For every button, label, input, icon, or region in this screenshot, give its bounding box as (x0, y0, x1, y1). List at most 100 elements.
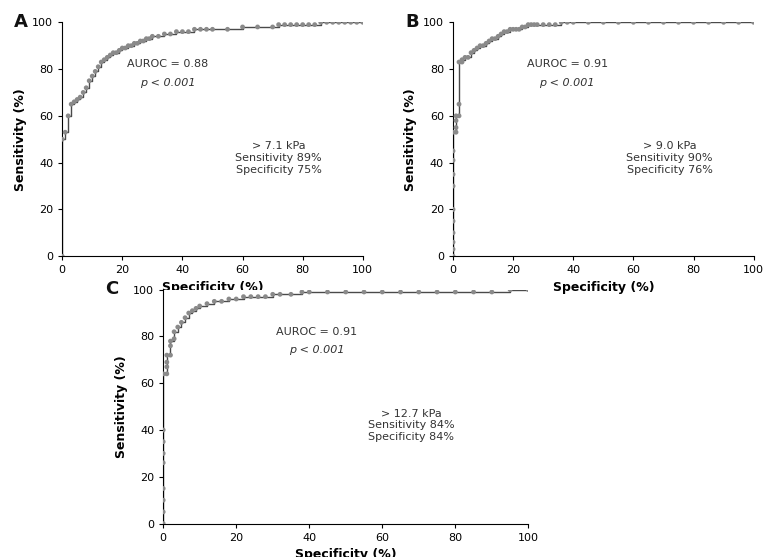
Point (274, 290, 286, 299)
Point (56, 252, 68, 261)
Point (267, 22, 279, 31)
Text: AUROC = 0.91: AUROC = 0.91 (527, 60, 608, 70)
Point (74, 92, 86, 101)
Point (503, 285, 516, 294)
Point (447, 228, 459, 237)
Point (68, 97, 80, 106)
Point (172, 323, 184, 331)
Point (110, 48, 123, 57)
Point (157, 369, 169, 378)
Point (333, 18, 345, 27)
Point (164, 351, 176, 360)
Point (504, 25, 517, 34)
Point (186, 306, 199, 315)
Point (134, 37, 147, 46)
Point (119, 43, 131, 52)
Point (157, 496, 169, 505)
Point (627, 18, 639, 27)
Point (522, 285, 535, 294)
Point (450, 128, 462, 136)
Point (513, 25, 525, 34)
Point (278, 20, 291, 29)
Point (194, 25, 207, 34)
Point (561, 18, 573, 27)
Point (672, 18, 685, 27)
Point (702, 18, 715, 27)
Point (528, 20, 541, 29)
Point (296, 287, 308, 296)
Point (215, 297, 228, 306)
Point (315, 18, 327, 27)
Point (170, 27, 183, 36)
Point (456, 55, 469, 64)
Point (190, 304, 202, 313)
Point (175, 318, 188, 327)
Point (137, 37, 149, 46)
Point (101, 53, 113, 62)
Point (302, 20, 315, 29)
Point (267, 290, 279, 299)
Text: p < 0.001: p < 0.001 (539, 78, 595, 88)
Point (62, 111, 75, 120)
Point (537, 20, 549, 29)
Point (747, 18, 760, 27)
Point (285, 290, 298, 299)
Point (450, 111, 462, 120)
Text: p < 0.001: p < 0.001 (140, 78, 195, 88)
Point (339, 18, 351, 27)
Point (474, 41, 486, 50)
Point (128, 39, 141, 48)
Text: > 7.1 kPa
Sensitivity 89%
Specificity 75%: > 7.1 kPa Sensitivity 89% Specificity 75… (235, 141, 322, 174)
Point (125, 41, 138, 50)
Point (152, 32, 165, 41)
Point (168, 328, 180, 336)
Point (104, 51, 117, 60)
Point (157, 484, 169, 493)
Point (582, 18, 594, 27)
Y-axis label: Sensitivity (%): Sensitivity (%) (13, 88, 26, 190)
Point (200, 299, 213, 308)
Point (321, 18, 333, 27)
Point (140, 34, 152, 43)
Point (492, 32, 504, 41)
Point (131, 39, 144, 48)
Point (161, 351, 173, 360)
Point (168, 334, 180, 343)
Point (516, 22, 528, 31)
Point (98, 55, 110, 64)
Point (303, 287, 315, 296)
Point (208, 297, 221, 306)
Point (598, 18, 610, 27)
Point (146, 32, 159, 41)
Point (252, 22, 264, 31)
Point (206, 25, 218, 34)
Y-axis label: Sensitivity (%): Sensitivity (%) (114, 355, 127, 458)
Point (322, 287, 334, 296)
Point (395, 287, 407, 296)
Point (480, 39, 493, 48)
Point (200, 25, 213, 34)
Point (549, 20, 562, 29)
Point (459, 53, 472, 62)
Text: AUROC = 0.91: AUROC = 0.91 (276, 327, 357, 337)
Point (453, 100, 465, 109)
Point (188, 25, 200, 34)
Point (297, 20, 309, 29)
Point (456, 57, 469, 66)
Point (357, 18, 369, 27)
Point (193, 301, 206, 310)
Point (486, 287, 498, 296)
Point (507, 25, 519, 34)
Point (159, 30, 171, 38)
Point (447, 217, 459, 226)
Point (555, 18, 567, 27)
Point (252, 292, 264, 301)
Point (221, 25, 234, 34)
X-axis label: Specificity (%): Specificity (%) (552, 281, 654, 294)
Point (477, 41, 490, 50)
Point (86, 72, 99, 81)
Point (688, 18, 700, 27)
Point (179, 313, 191, 322)
Point (80, 84, 92, 92)
Point (273, 20, 285, 29)
